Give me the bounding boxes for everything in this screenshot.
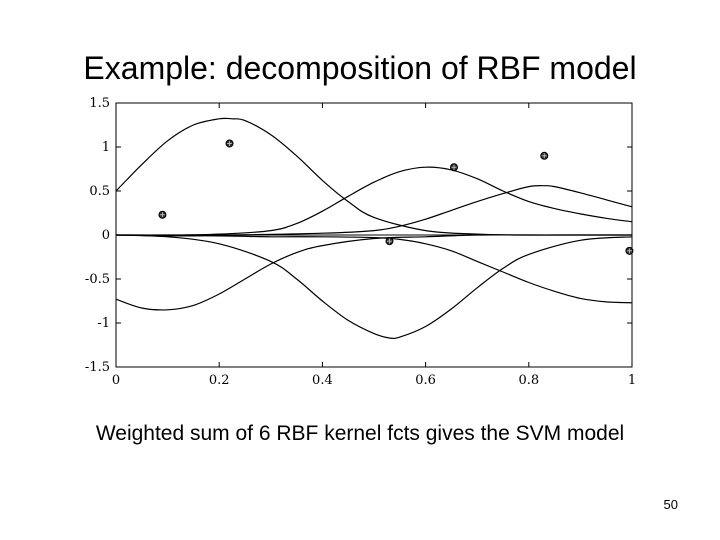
kernel-curve-6 <box>115 234 633 304</box>
data-points <box>158 139 634 255</box>
kernel-curve-4 <box>115 234 632 311</box>
kernel-curve-3 <box>115 185 633 236</box>
y-tick-label: -1.5 <box>85 360 110 375</box>
data-point <box>158 210 167 219</box>
y-tick-label: 0 <box>102 228 110 243</box>
y-tick-label: -1 <box>97 316 110 331</box>
x-axis-ticks: 0 0.2 0.4 0.6 0.8 1 <box>112 103 636 388</box>
y-tick-label: 1 <box>102 140 110 155</box>
y-axis-ticks: 1.5 1 0.5 0 -0.5 -1 -1.5 <box>85 96 632 375</box>
x-tick-label: 0.6 <box>415 373 436 388</box>
x-tick-label: 0 <box>112 373 120 388</box>
x-tick-label: 1 <box>628 373 636 388</box>
x-tick-label: 0.8 <box>518 373 539 388</box>
slide-title: Example: decomposition of RBF model <box>83 50 637 86</box>
data-point <box>625 246 634 255</box>
kernel-curve-5 <box>115 234 633 340</box>
x-tick-label: 0.2 <box>209 373 230 388</box>
data-point <box>225 139 234 148</box>
kernel-curve-2 <box>115 166 633 236</box>
page-number: 50 <box>663 497 678 512</box>
kernel-curves <box>115 117 633 340</box>
data-point <box>540 151 549 160</box>
y-tick-label: 1.5 <box>89 96 110 111</box>
kernel-curve-1 <box>115 117 632 236</box>
x-tick-label: 0.4 <box>312 373 333 388</box>
slide-caption: Weighted sum of 6 RBF kernel fcts gives … <box>95 422 625 445</box>
data-point <box>385 237 394 246</box>
data-point <box>449 163 458 172</box>
y-tick-label: -0.5 <box>85 272 110 287</box>
y-tick-label: 0.5 <box>89 184 110 199</box>
